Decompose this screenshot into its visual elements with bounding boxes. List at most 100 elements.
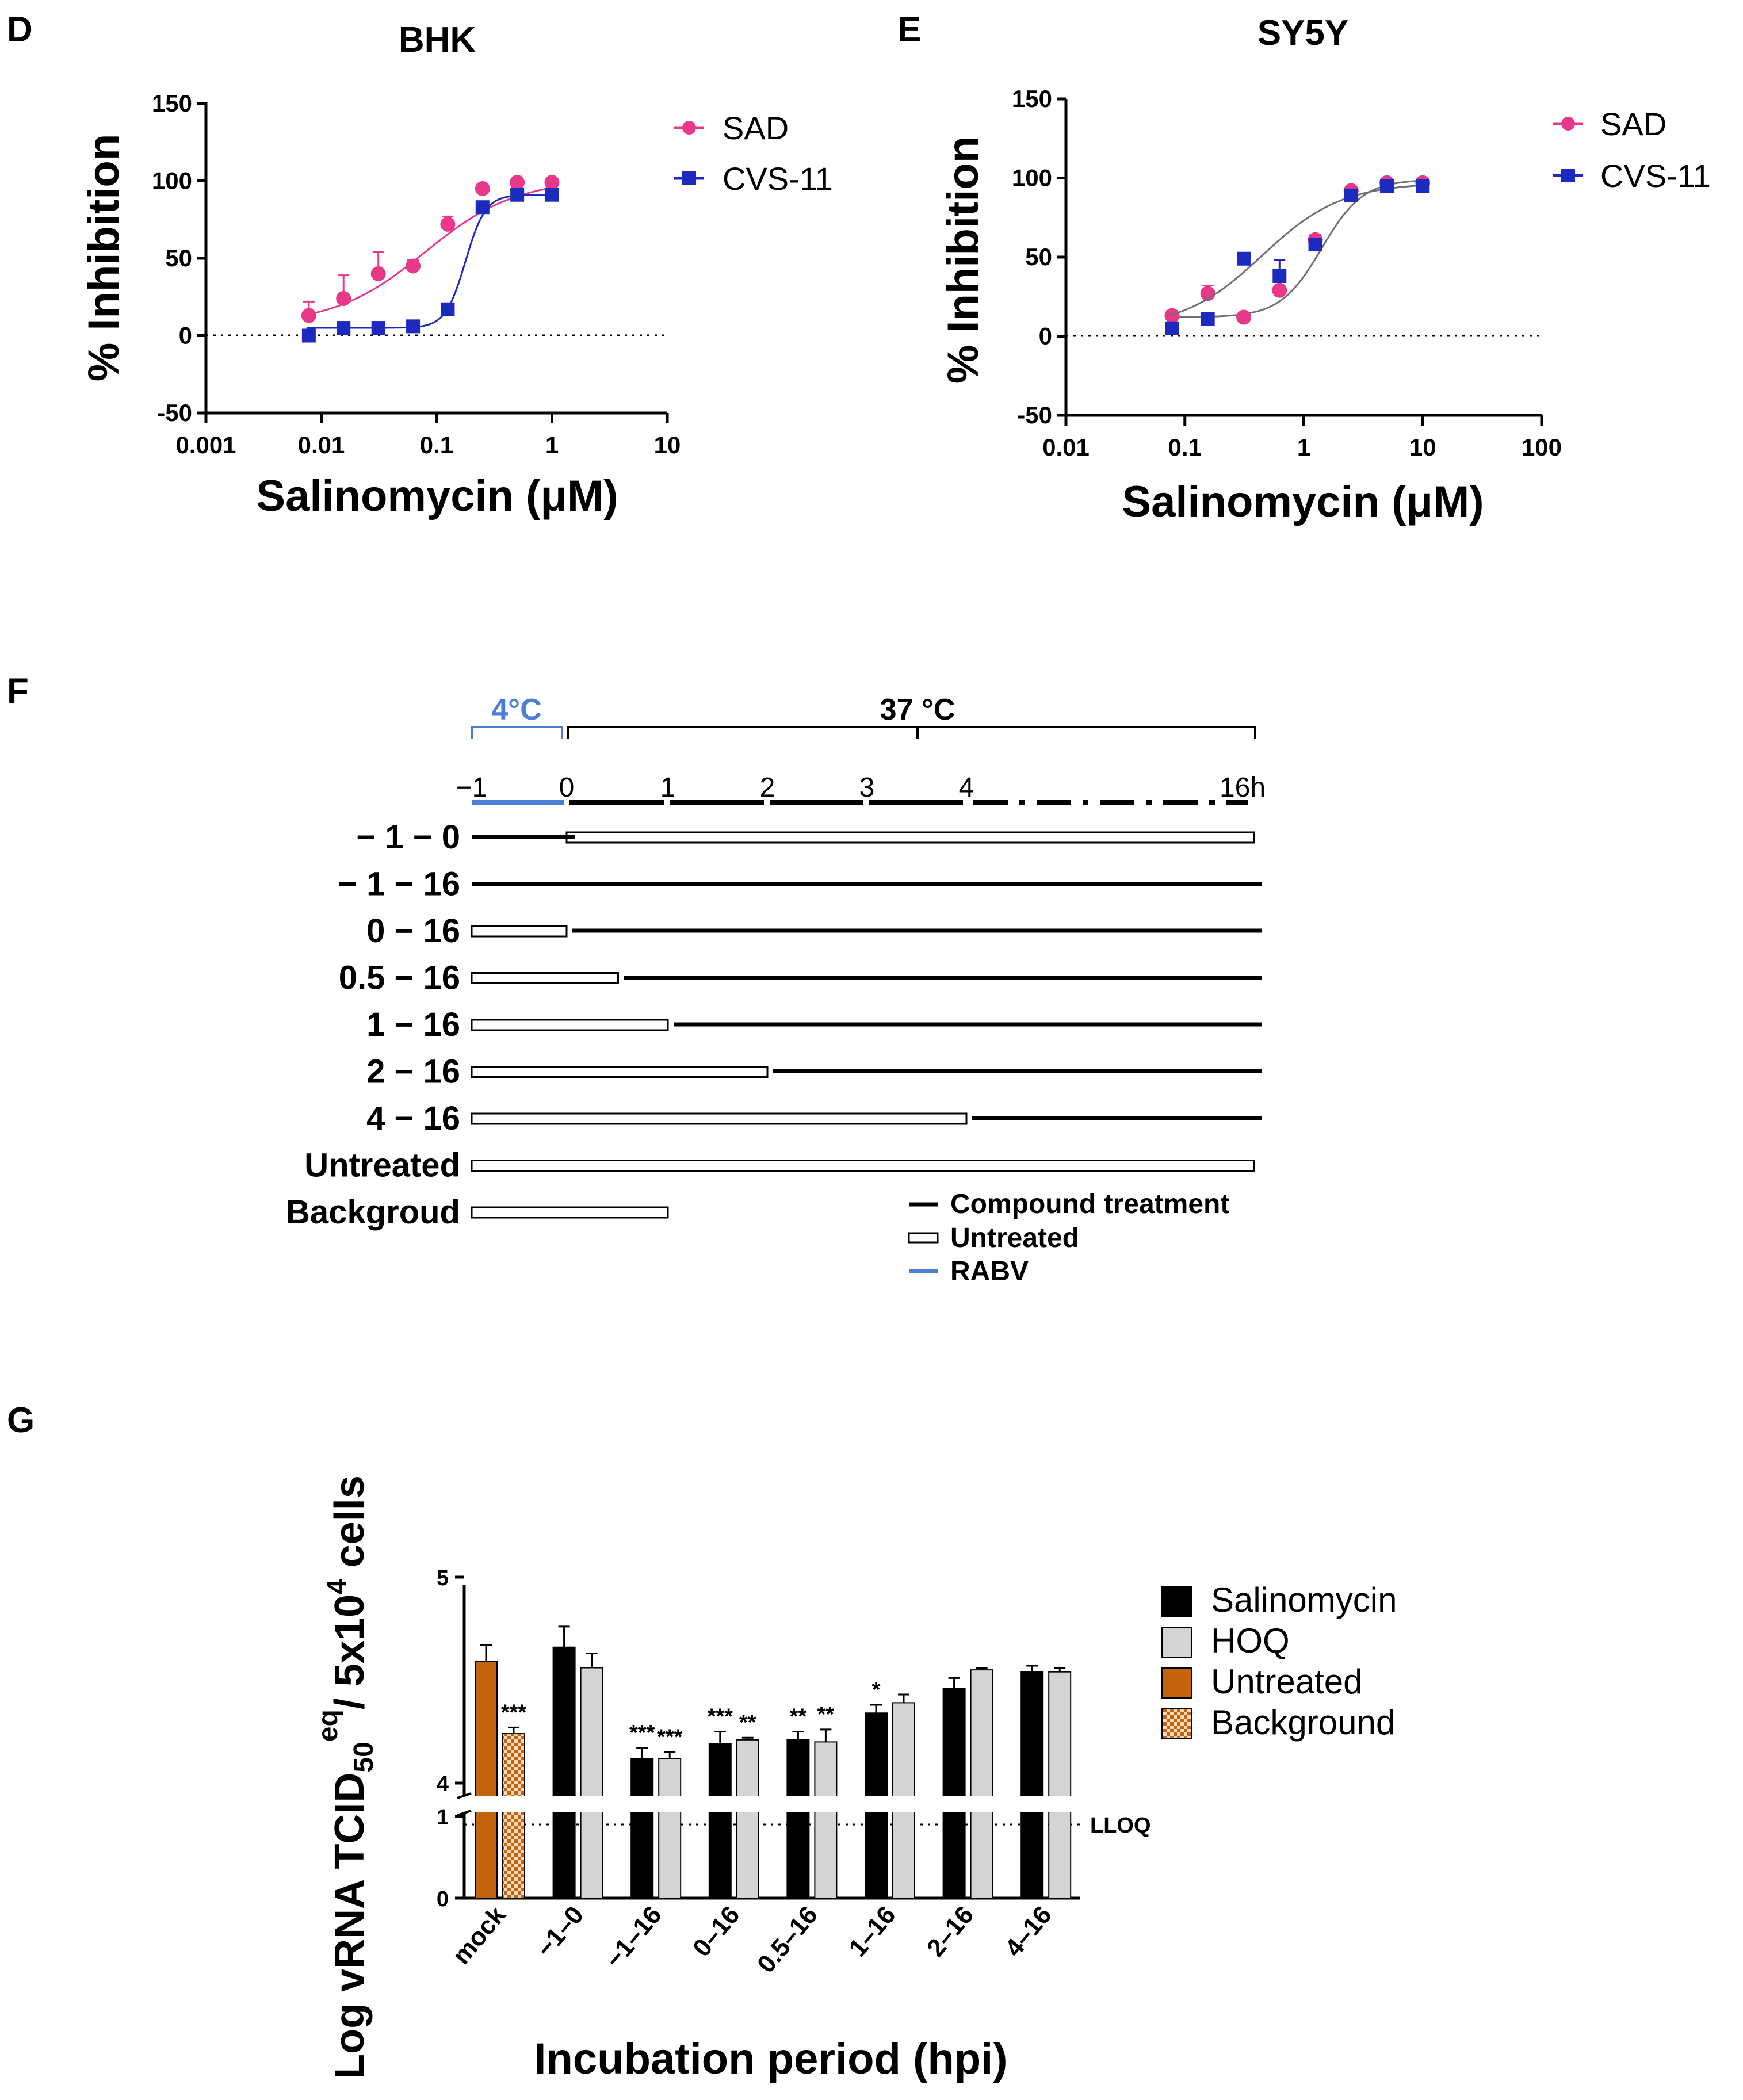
y-tick-label: -50: [1017, 401, 1052, 429]
panel-f-schedule: F 4°C 37 °C −1 0 1 2 3 4 16h − 1 − 0 − 1 − 16 0 …: [7, 671, 1266, 1287]
row-label: − 1 − 0: [356, 818, 460, 856]
x-tick-label: 10: [654, 431, 681, 458]
cvs11-marker-icon: [682, 171, 696, 185]
data-point-cvs-11: [510, 188, 525, 202]
x-tick-label: 1: [1297, 434, 1310, 461]
time-label: 3: [859, 772, 875, 803]
legend-compound-treatment: Compound treatment: [950, 1189, 1229, 1219]
bar-hoq-0-16: [736, 1739, 759, 1899]
untreated-segment: [471, 925, 568, 938]
y-tick-label: 0: [437, 1887, 449, 1911]
schedule-row-untreated: Untreated: [304, 1147, 1255, 1184]
x-ticks-d: 0.001 0.01 0.1 1 10: [175, 413, 681, 458]
panel-letter-g: G: [7, 1401, 35, 1440]
row-label: − 1 − 16: [338, 866, 460, 903]
data-point-cvs-11: [545, 188, 559, 202]
bar-salinomycin-1-0: [552, 1646, 576, 1899]
y-axis-label-g: Log vRNA TCID50eq/ 5x104 cells: [313, 1475, 379, 2079]
schedule-rows: − 1 − 0 − 1 − 16 0 − 16 0.5 − 16 1 − 16 2 − 1…: [286, 818, 1262, 1231]
data-point-cvs-11: [1165, 321, 1179, 335]
schedule-row-1-16: − 1 − 16: [338, 866, 1262, 903]
untreated-segment: [471, 1160, 1255, 1172]
row-label: 4 − 16: [366, 1100, 460, 1137]
x-tick-label: 0.1: [420, 431, 453, 458]
data-point-cvs-11: [441, 302, 455, 316]
data-point-sad: [301, 308, 316, 323]
panel-d-chart: D BHK -50 0 50 100 150 0.001 0.01 0.1 1 10 Salin…: [7, 10, 833, 521]
cold-phase-bracket: [471, 726, 563, 739]
schedule-row-1-16: 1 − 16: [366, 1006, 1262, 1043]
chart-title-e: SY5Y: [1257, 13, 1349, 53]
y-tick-label: 5: [437, 1566, 449, 1590]
y-tick-label: 4: [437, 1772, 449, 1796]
legend-label-background: Background: [1211, 1703, 1395, 1742]
plot-area-d: [301, 175, 560, 343]
data-point-cvs-11: [1272, 269, 1287, 283]
row-label: 1 − 16: [366, 1006, 460, 1043]
legend-item-sad-e: SAD: [1553, 106, 1666, 142]
data-point-cvs-11: [1380, 179, 1394, 193]
axis-break-gap: [465, 1796, 1083, 1812]
schedule-row-2-16: 2 − 16: [366, 1053, 1262, 1091]
y-tick-label: -50: [157, 399, 192, 426]
untreated-segment: [471, 1066, 769, 1078]
panel-e-chart: E SY5Y -50 0 50 100 150 0.01 0.1 1 10 100 Salino…: [897, 10, 1711, 526]
time-label: −1: [456, 772, 488, 803]
bar-hoq-2-16: [970, 1669, 993, 1899]
legend-label-cvs11-d: CVS-11: [723, 160, 833, 197]
data-point-sad: [336, 290, 351, 306]
data-point-cvs-11: [406, 319, 421, 334]
legend-rabv: RABV: [950, 1256, 1029, 1287]
legend-label-salinomycin: Salinomycin: [1211, 1581, 1397, 1619]
plot-area-e: [1164, 175, 1431, 335]
row-label: 0.5 − 16: [339, 959, 460, 997]
significance-label: ***: [657, 1725, 683, 1749]
timeline-axis: −1 0 1 2 3 4 16h: [456, 772, 1266, 805]
x-axis-label-g: Incubation period (hpi): [534, 2034, 1007, 2083]
bar-salinomycin-0-5-16: [786, 1739, 810, 1899]
bars-g: ****** ****** ** ** ***: [475, 1625, 1072, 1899]
x-ticks-e: 0.01 0.1 1 10 100: [1042, 415, 1562, 461]
significance-label: ***: [708, 1705, 733, 1729]
data-point-sad: [1272, 282, 1287, 298]
y-ticks-g: 4 5 0 1: [437, 1566, 464, 1911]
y-ticks-d: -50 0 50 100 150: [152, 90, 206, 426]
x-tick-label: −1–16: [600, 1901, 667, 1973]
data-point-sad: [475, 181, 490, 196]
significance-label: **: [790, 1705, 807, 1729]
data-point-sad: [510, 175, 525, 190]
bar-mock-untreated: [475, 1661, 498, 1899]
data-point-cvs-11: [301, 328, 316, 343]
significance-label: ***: [629, 1721, 655, 1745]
y-tick-label: 1: [437, 1806, 449, 1830]
legend-e: SAD CVS-11: [1553, 106, 1711, 194]
legend-untreated: Untreated: [950, 1223, 1079, 1253]
schedule-row-1-0: − 1 − 0: [356, 818, 1255, 856]
x-tick-label: 0.001: [175, 431, 236, 458]
y-tick-label: 50: [165, 244, 192, 271]
significance-label: **: [739, 1711, 756, 1735]
sad-marker-icon: [1561, 117, 1575, 131]
significance-label: *: [872, 1678, 881, 1702]
data-point-cvs-11: [1416, 179, 1430, 193]
x-axis-label-d: Salinomycin (μM): [256, 472, 618, 521]
y-tick-label: 50: [1025, 243, 1052, 270]
lloq-label: LLOQ: [1090, 1814, 1151, 1838]
panel-letter-d: D: [7, 10, 33, 49]
panel-letter-e: E: [897, 10, 921, 49]
bar-salinomycin-0-16: [708, 1743, 732, 1899]
schedule-row-backgroud: Backgroud: [286, 1194, 669, 1231]
time-label: 2: [760, 772, 775, 803]
legend-d: SAD CVS-11: [674, 110, 833, 197]
legend-label-sad-e: SAD: [1600, 106, 1666, 142]
data-point-sad: [370, 266, 386, 281]
legend-swatch-untreated: [1161, 1667, 1192, 1699]
schedule-row-4-16: 4 − 16: [366, 1100, 1262, 1137]
y-axis-label-d: % Inhibition: [79, 134, 128, 382]
panel-letter-f: F: [7, 671, 29, 711]
x-tick-label: −1–0: [531, 1901, 589, 1963]
bar-salinomycin-4-16: [1020, 1671, 1044, 1899]
chart-title-d: BHK: [399, 20, 476, 60]
legend-swatch-salinomycin: [1161, 1586, 1192, 1617]
